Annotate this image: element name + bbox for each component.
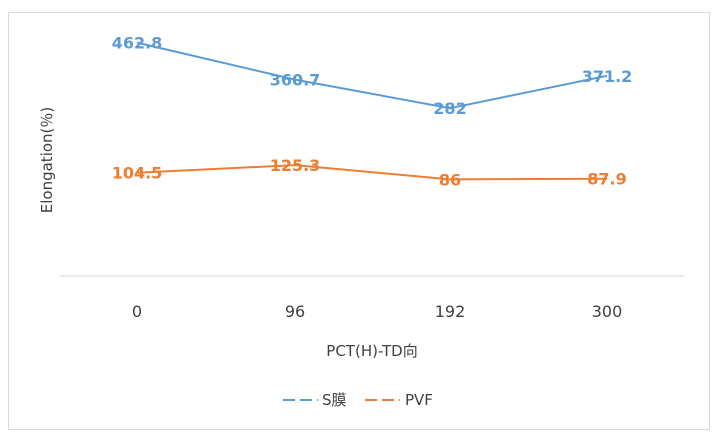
x-tick-label: 300 [592, 302, 623, 321]
x-tick-label: 96 [285, 302, 305, 321]
x-tick-labels: 0 96 192 300 [132, 302, 622, 321]
legend-item-s-film[interactable]: S膜 [283, 391, 347, 409]
data-label-s-film: 462.8 [112, 34, 163, 53]
data-label-pvf: 104.5 [112, 164, 163, 183]
legend-label-s-film: S膜 [322, 391, 347, 409]
legend: S膜 PVF [283, 391, 433, 409]
legend-item-pvf[interactable]: PVF [365, 391, 433, 409]
x-axis-title: PCT(H)-TD向 [326, 342, 417, 360]
series-lines [136, 41, 608, 181]
data-label-s-film: 282 [433, 99, 466, 118]
chart-frame [8, 12, 710, 430]
series-line-s-film [136, 41, 608, 110]
legend-label-pvf: PVF [405, 391, 433, 409]
y-axis-title: Elongation(％) [38, 107, 56, 213]
data-label-s-film: 371.2 [582, 67, 633, 86]
data-label-pvf: 87.9 [587, 170, 626, 189]
series-line-pvf [136, 164, 608, 181]
x-tick-label: 192 [435, 302, 466, 321]
x-tick-label: 0 [132, 302, 142, 321]
data-label-pvf: 86 [439, 170, 461, 189]
data-labels: 462.8 360.7 282 371.2 104.5 125.3 86 87.9 [112, 34, 633, 190]
data-label-pvf: 125.3 [270, 156, 321, 175]
data-label-s-film: 360.7 [270, 71, 321, 90]
